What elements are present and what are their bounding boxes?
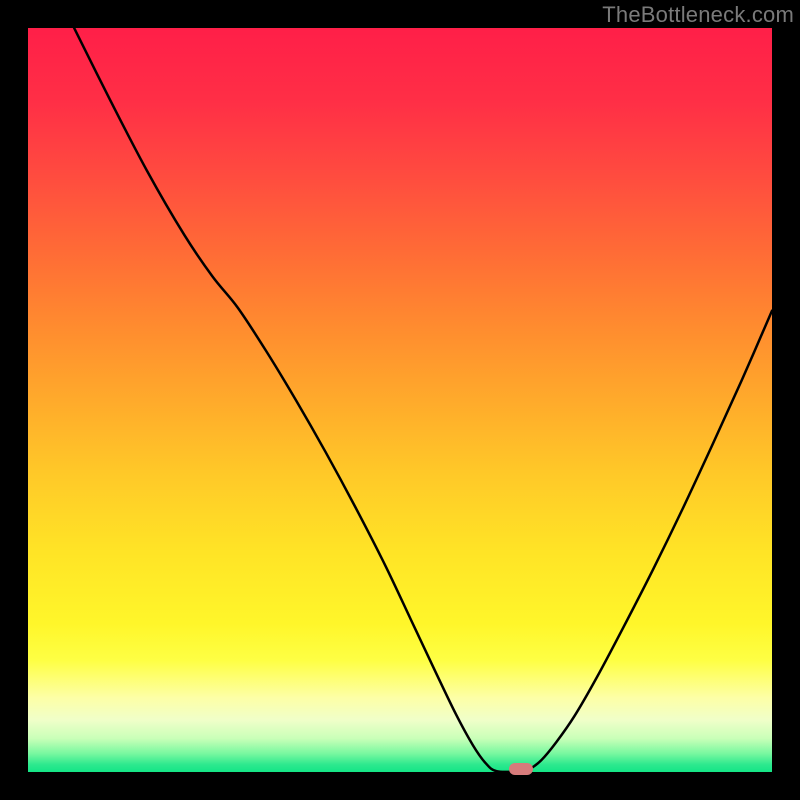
chart-frame: TheBottleneck.com: [0, 0, 800, 800]
bottleneck-curve: [28, 28, 772, 772]
watermark-text: TheBottleneck.com: [602, 2, 794, 28]
optimal-marker: [509, 763, 533, 775]
plot-area: [28, 28, 772, 772]
